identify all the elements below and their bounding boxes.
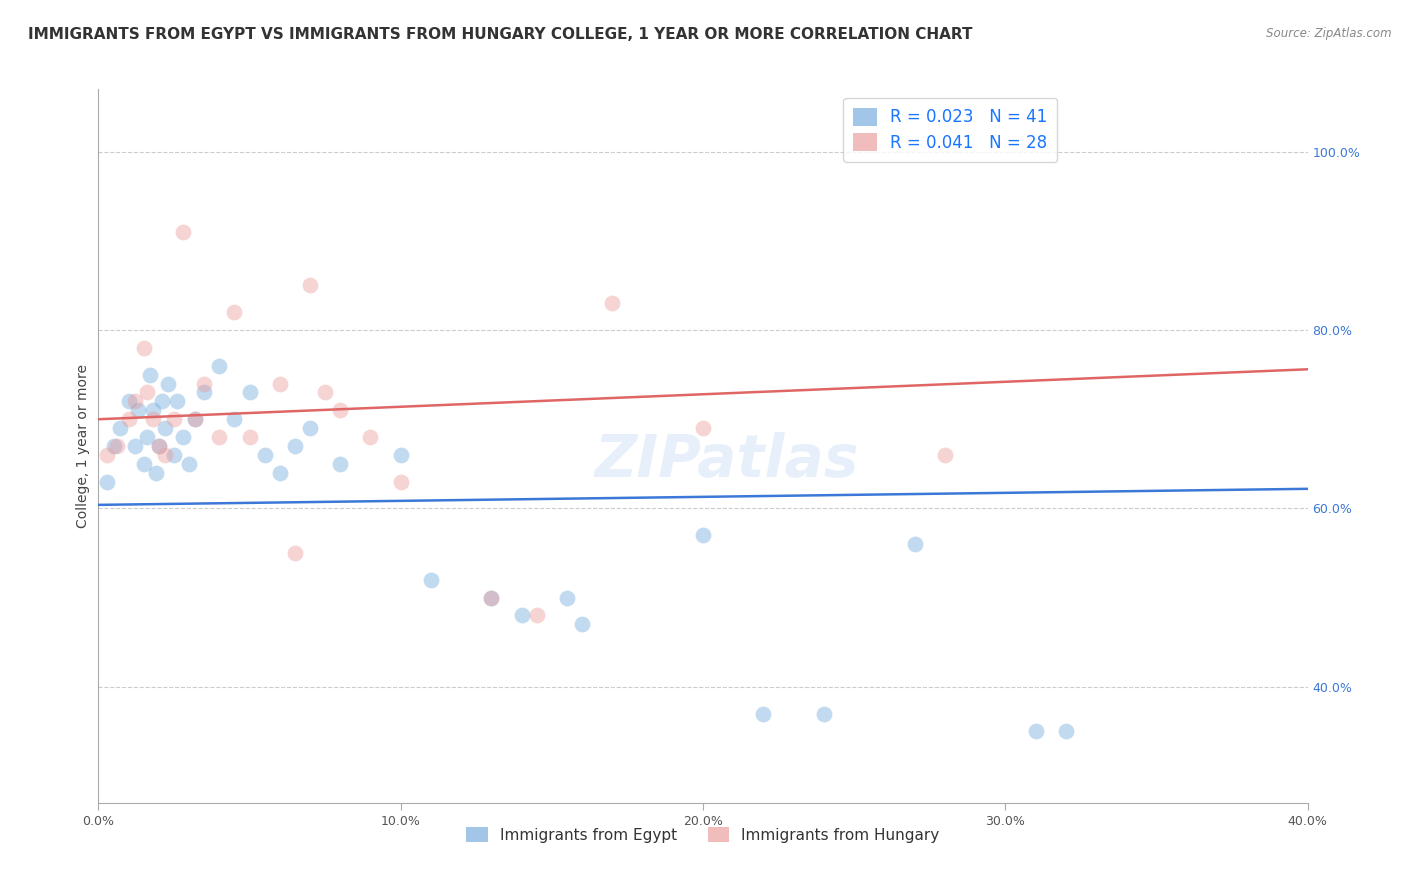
Point (239, 385, 262, 400)
Point (156, 376, 179, 391)
Point (105, 439, 128, 453)
Point (526, 608, 548, 623)
Point (96, 475, 118, 489)
Point (253, 448, 276, 462)
Point (329, 457, 352, 471)
Point (752, 706, 775, 721)
Point (184, 412, 207, 426)
Legend: Immigrants from Egypt, Immigrants from Hungary: Immigrants from Egypt, Immigrants from H… (460, 821, 946, 848)
Point (108, 421, 131, 435)
Point (1054, 724, 1077, 739)
Point (692, 421, 714, 435)
Point (692, 528, 714, 542)
Point (184, 412, 207, 426)
Point (142, 403, 165, 417)
Point (813, 706, 835, 721)
Point (132, 341, 155, 355)
Point (135, 430, 157, 444)
Point (904, 537, 927, 551)
Point (127, 403, 149, 417)
Point (389, 448, 412, 462)
Point (118, 394, 141, 409)
Point (148, 439, 170, 453)
Point (139, 368, 162, 382)
Point (148, 439, 170, 453)
Point (284, 439, 307, 453)
Point (329, 403, 352, 417)
Point (314, 385, 336, 400)
Point (224, 305, 246, 319)
Point (1024, 724, 1046, 739)
Point (239, 430, 262, 444)
Point (481, 591, 503, 605)
Point (150, 394, 173, 409)
Point (166, 394, 188, 409)
Point (208, 430, 231, 444)
Point (481, 591, 503, 605)
Point (934, 448, 956, 462)
Point (571, 617, 593, 632)
Point (103, 439, 125, 453)
Point (284, 546, 307, 560)
Point (96, 448, 118, 462)
Point (224, 412, 246, 426)
Point (299, 421, 322, 435)
Point (163, 412, 186, 426)
Point (389, 475, 412, 489)
Point (118, 412, 141, 426)
Point (172, 225, 194, 239)
Point (602, 296, 624, 310)
Text: IMMIGRANTS FROM EGYPT VS IMMIGRANTS FROM HUNGARY COLLEGE, 1 YEAR OR MORE CORRELA: IMMIGRANTS FROM EGYPT VS IMMIGRANTS FROM… (28, 27, 973, 42)
Text: Source: ZipAtlas.com: Source: ZipAtlas.com (1267, 27, 1392, 40)
Point (142, 412, 165, 426)
Point (163, 448, 186, 462)
Point (555, 591, 578, 605)
Point (510, 608, 533, 623)
Point (145, 466, 167, 480)
Point (172, 430, 194, 444)
Point (208, 359, 231, 373)
Point (420, 573, 443, 587)
Text: ZIPatlas: ZIPatlas (595, 432, 859, 489)
Y-axis label: College, 1 year or more: College, 1 year or more (76, 364, 90, 528)
Point (179, 457, 201, 471)
Point (269, 376, 291, 391)
Point (135, 385, 157, 400)
Point (193, 385, 215, 400)
Point (153, 421, 176, 435)
Point (193, 376, 215, 391)
Point (360, 430, 382, 444)
Point (269, 466, 291, 480)
Point (299, 278, 322, 293)
Point (124, 439, 146, 453)
Point (124, 394, 146, 409)
Point (153, 448, 176, 462)
Point (132, 457, 155, 471)
